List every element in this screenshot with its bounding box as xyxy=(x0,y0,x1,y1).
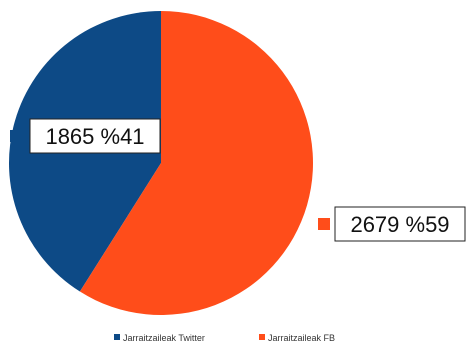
legend-label: Jarraitzaileak FB xyxy=(268,333,335,343)
legend-label: Jarraitzaileak Twitter xyxy=(123,333,205,343)
data-label-box xyxy=(334,206,466,242)
data-label-fb: 2679 %59 xyxy=(318,206,466,242)
pie-slices xyxy=(9,11,314,315)
data-label-box xyxy=(29,118,161,154)
data-label-text: 2679 %59 xyxy=(350,212,449,237)
data-labels: 1865 %41 2679 %59 xyxy=(10,118,466,242)
data-label-text: 1865 %41 xyxy=(45,124,144,149)
legend-item-fb: Jarraitzaileak FB xyxy=(259,333,335,343)
slice-fb xyxy=(79,11,314,315)
legend-swatch xyxy=(114,334,120,340)
legend: Jarraitzaileak Twitter Jarraitzaileak FB xyxy=(114,333,335,343)
legend-swatch xyxy=(259,334,265,340)
data-label-twitter: 1865 %41 xyxy=(10,118,161,154)
data-label-key xyxy=(318,218,330,230)
legend-item-twitter: Jarraitzaileak Twitter xyxy=(114,333,205,343)
data-label-key xyxy=(10,130,22,142)
